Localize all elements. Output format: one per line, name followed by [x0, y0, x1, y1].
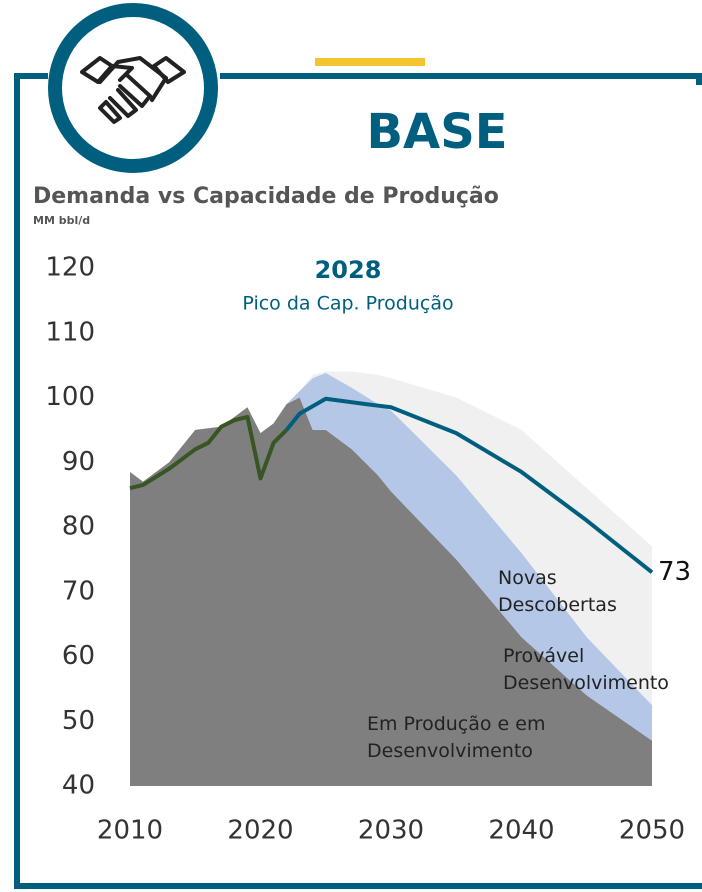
area-label: Novas Descobertas: [498, 567, 617, 616]
y-tick-label: 40: [62, 771, 95, 801]
annotation-text: Pico da Cap. Produção: [242, 293, 453, 315]
x-tick-label: 2040: [488, 816, 554, 846]
y-tick-label: 110: [45, 317, 95, 347]
x-tick-label: 2010: [97, 816, 163, 846]
y-tick-label: 120: [45, 253, 95, 283]
y-tick-label: 50: [62, 706, 95, 736]
area: [130, 371, 652, 706]
line: [129, 414, 289, 491]
y-tick-label: 60: [62, 641, 95, 671]
area-label: Provável Desenvolvimento: [503, 645, 669, 694]
y-tick-label: 100: [45, 382, 95, 412]
x-tick-label: 2050: [619, 816, 685, 846]
y-tick-label: 70: [62, 576, 95, 606]
x-tick-label: 2020: [227, 816, 293, 846]
area-label: Em Produção e em Desenvolvimento: [367, 713, 546, 762]
data-label: 73: [658, 557, 691, 587]
frame: [14, 73, 702, 889]
y-tick-label: 80: [62, 512, 95, 542]
area: [130, 372, 652, 741]
x-tick-label: 2030: [358, 816, 424, 846]
y-tick-label: 90: [62, 447, 95, 477]
line: [285, 396, 654, 574]
unit-label: MM bbl/d: [33, 214, 90, 227]
area: [130, 397, 652, 786]
annotation-title: 2028: [315, 256, 382, 284]
accent-bar: [315, 58, 425, 66]
chart-title: Demanda vs Capacidade de Produção: [33, 184, 499, 209]
plot: [129, 371, 654, 786]
handshake-icon: [48, 3, 218, 173]
badge: BASE: [366, 104, 507, 160]
